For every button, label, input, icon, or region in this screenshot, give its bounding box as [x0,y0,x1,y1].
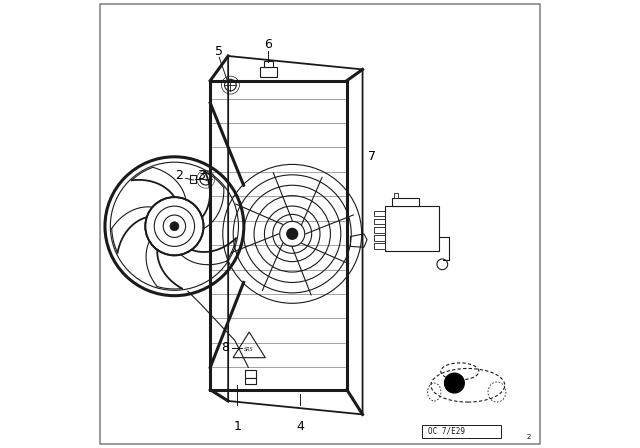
Circle shape [145,197,204,255]
Bar [260,67,276,77]
Bar [245,370,256,378]
Circle shape [287,228,298,239]
Circle shape [445,373,464,393]
Bar [422,425,500,438]
Bar [374,243,385,249]
Text: 4: 4 [296,420,304,433]
Bar [374,227,385,233]
Bar [392,198,419,206]
Text: OC 7/E29: OC 7/E29 [428,427,465,436]
Text: SRS: SRS [244,347,254,352]
Text: 8: 8 [221,341,229,354]
Text: 3: 3 [197,169,205,182]
Text: 5: 5 [215,45,223,58]
Bar [374,235,385,241]
Bar [394,193,398,198]
Bar [374,211,385,216]
Circle shape [170,222,179,231]
Bar [190,175,196,183]
Bar [374,219,385,224]
Text: 2: 2 [175,169,183,182]
Bar [245,378,256,384]
Bar [264,61,273,67]
Text: 6: 6 [264,38,273,52]
Text: 1: 1 [233,420,241,433]
Text: 2: 2 [526,434,531,440]
Text: 7: 7 [367,150,376,164]
FancyBboxPatch shape [385,206,439,251]
